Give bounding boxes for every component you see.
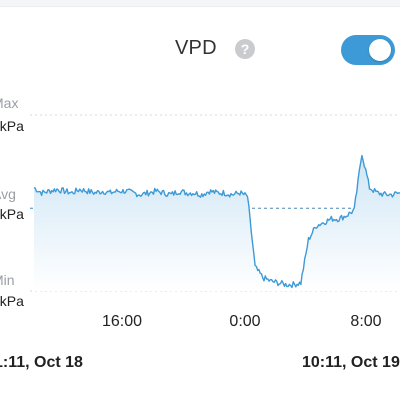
- chart-title: VPD: [175, 37, 217, 59]
- x-tick-2: 8:00: [350, 313, 382, 330]
- range-start: 1:11, Oct 18: [0, 354, 83, 371]
- min-label: Min: [0, 272, 15, 288]
- x-tick-0: 16:00: [101, 313, 143, 330]
- avg-label: Avg: [0, 186, 16, 202]
- avg-value: 5kPa: [0, 206, 24, 222]
- x-tick-1: 0:00: [229, 313, 261, 330]
- max-value: 2kPa: [0, 118, 24, 134]
- max-label: Max: [0, 95, 19, 111]
- help-icon[interactable]: ?: [235, 39, 255, 59]
- top-divider: [0, 0, 400, 7]
- chart-header: VPD ?: [0, 28, 400, 72]
- range-end: 10:11, Oct 19: [302, 354, 400, 371]
- toggle-knob: [369, 39, 391, 61]
- vpd-area: [34, 155, 400, 291]
- vpd-chart[interactable]: [0, 88, 400, 338]
- min-value: 4kPa: [0, 293, 24, 309]
- vpd-toggle[interactable]: [341, 35, 395, 65]
- vpd-line: [33, 154, 400, 289]
